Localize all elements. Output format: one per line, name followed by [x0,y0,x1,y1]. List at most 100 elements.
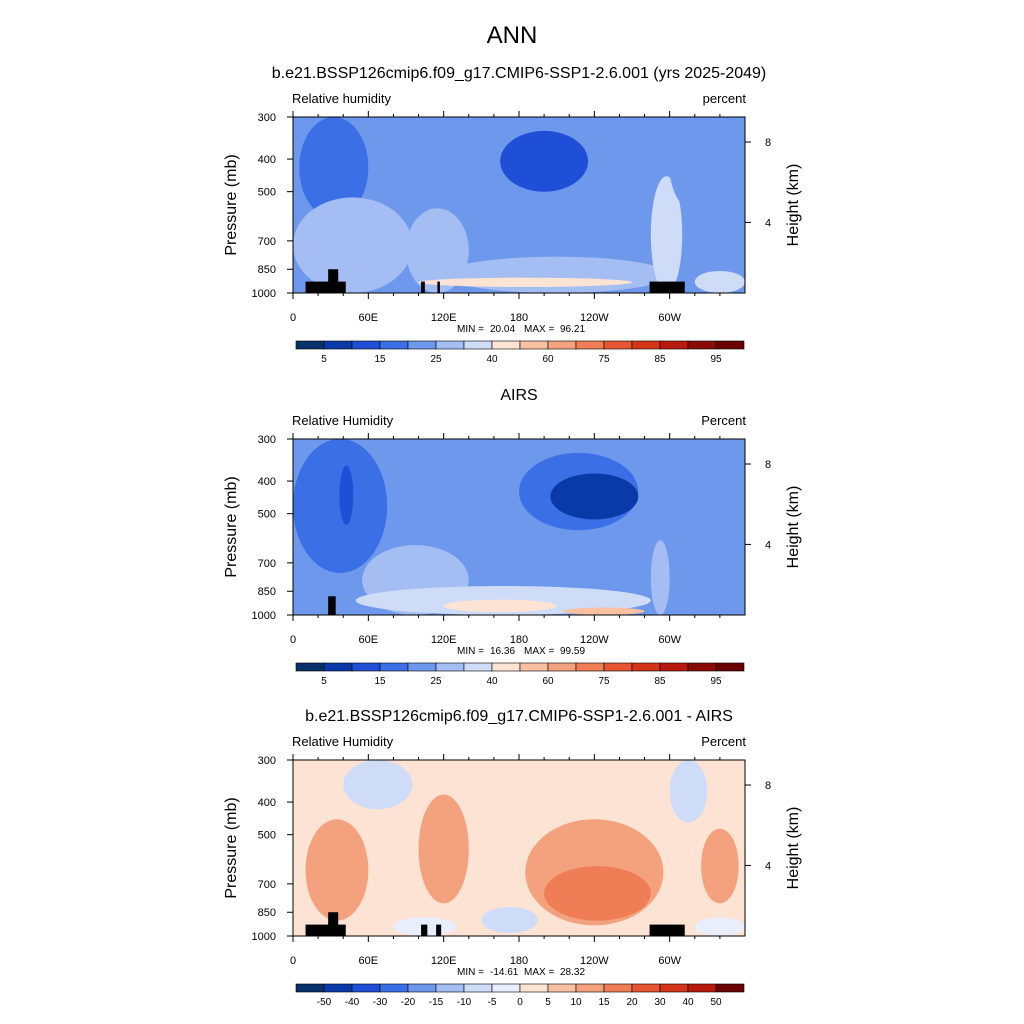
colorbar-label: 5 [321,676,327,687]
x-tick-label: 120W [580,634,609,646]
contour-field [293,760,745,936]
colorbar-label: 15 [374,354,386,365]
y-tick-label: 700 [258,236,276,248]
y-axis-label-right: Height (km) [785,807,802,890]
min-label: MIN = [457,324,484,335]
y-axis-label-right: Height (km) [785,164,802,247]
min-value: -14.61 [490,967,519,978]
colorbar-swatch [379,340,409,350]
colorbar-swatch [715,340,745,350]
colorbar-swatch [351,983,381,993]
topography-mask [328,912,339,936]
y-tick-label: 300 [258,755,276,767]
colorbar-swatch [687,983,717,993]
contour-region [299,117,369,219]
colorbar-label: 75 [598,354,610,365]
colorbar-swatch [519,662,549,672]
colorbar-swatch [463,662,493,672]
units-label: Percent [701,413,746,428]
colorbar-swatch [575,340,605,350]
min-value: 20.04 [490,324,515,335]
x-tick-label: 60E [359,634,379,646]
y-tick-label: 850 [258,264,276,276]
contour-region [544,866,651,921]
contour-region [418,277,632,288]
x-tick-label: 120E [431,955,457,967]
colorbar-swatch [407,340,437,350]
right-tick-label: 8 [765,137,771,149]
colorbar-label: 5 [321,354,327,365]
colorbar-swatch [491,662,521,672]
panel-title: b.e21.BSSP126cmip6.f09_g17.CMIP6-SSP1-2.… [272,65,767,82]
contour-region [418,794,469,904]
y-axis-label: Pressure (mb) [223,476,240,577]
min-label: MIN = [457,646,484,657]
colorbar-swatch [659,983,689,993]
x-tick-label: 120E [431,312,457,324]
colorbar-swatch [295,662,325,672]
colorbar-swatch [351,340,381,350]
colorbar-swatch [379,983,409,993]
colorbar-label: -50 [317,997,332,1008]
contour-region [694,270,745,293]
colorbar-swatch [715,662,745,672]
colorbar-swatch [687,340,717,350]
contour-region [443,256,670,293]
right-tick-label: 4 [765,217,771,229]
colorbar-swatch [323,983,353,993]
units-label: percent [703,91,747,106]
colorbar-swatch [631,662,661,672]
max-label: MAX = [524,324,554,335]
x-tick-label: 0 [290,955,296,967]
figure-title: ANN [487,22,538,49]
colorbar-label: 30 [654,997,666,1008]
y-tick-label: 1000 [252,931,276,943]
colorbar-swatch [603,662,633,672]
colorbar-swatch [659,340,689,350]
colorbar-swatch [631,340,661,350]
x-tick-label: 180 [510,634,528,646]
panel-title: AIRS [500,387,537,404]
contour-region [669,117,745,219]
colorbar-label: 60 [542,354,554,365]
colorbar-swatch [547,983,577,993]
colorbar-label: 25 [430,354,442,365]
topography-mask [649,924,685,936]
x-tick-label: 0 [290,312,296,324]
y-tick-label: 300 [258,112,276,124]
y-axis-label-right: Height (km) [785,486,802,569]
colorbar-swatch [295,983,325,993]
x-tick-label: 120E [431,634,457,646]
colorbar-swatch [547,340,577,350]
colorbar-swatch [491,340,521,350]
x-tick-label: 180 [510,312,528,324]
colorbar-swatch [463,340,493,350]
colorbar-label: 85 [654,354,666,365]
colorbar-label: 95 [710,676,722,687]
colorbar-swatch [407,662,437,672]
contour-field [293,117,745,293]
colorbar-label: 95 [710,354,722,365]
max-label: MAX = [524,967,554,978]
min-label: MIN = [457,967,484,978]
colorbar: 5 15 25 40 60 75 85 95 [295,662,745,687]
variable-label: Relative humidity [292,91,391,106]
colorbar-swatch [603,340,633,350]
colorbar-label: -30 [373,997,388,1008]
colorbar-swatch [435,983,465,993]
x-tick-label: 60W [658,634,681,646]
colorbar-swatch [435,340,465,350]
y-tick-label: 400 [258,797,276,809]
colorbar-swatch [491,983,521,993]
colorbar-label: 0 [517,997,523,1008]
max-value: 28.32 [560,967,585,978]
right-tick-label: 4 [765,539,771,551]
panel-title: b.e21.BSSP126cmip6.f09_g17.CMIP6-SSP1-2.… [305,708,733,725]
contour-region [669,439,745,553]
colorbar-swatch [575,662,605,672]
colorbar-label: 75 [598,676,610,687]
y-tick-label: 500 [258,509,276,521]
topography-mask [305,924,346,936]
